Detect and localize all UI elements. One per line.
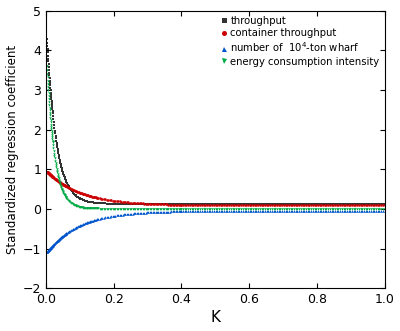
- energy consumption intensity: [45, 79, 50, 83]
- energy consumption intensity: [368, 207, 373, 211]
- throughput: [382, 202, 387, 206]
- Line: container throughput: container throughput: [46, 170, 386, 207]
- energy consumption intensity: [119, 207, 124, 211]
- throughput: [45, 50, 50, 54]
- Legend: throughput, container throughput, number of  $10^4$-ton wharf, energy consumptio: throughput, container throughput, number…: [219, 14, 382, 69]
- number of  $10^4$-ton wharf: [186, 209, 191, 213]
- energy consumption intensity: [382, 207, 387, 211]
- throughput: [119, 202, 124, 206]
- container throughput: [186, 203, 191, 207]
- throughput: [319, 202, 324, 206]
- energy consumption intensity: [186, 207, 191, 211]
- number of  $10^4$-ton wharf: [319, 209, 324, 213]
- container throughput: [45, 170, 50, 174]
- X-axis label: K: K: [210, 310, 220, 325]
- Line: throughput: throughput: [46, 38, 386, 205]
- container throughput: [319, 204, 324, 208]
- number of  $10^4$-ton wharf: [44, 250, 49, 254]
- energy consumption intensity: [64, 195, 68, 199]
- energy consumption intensity: [44, 65, 49, 69]
- number of  $10^4$-ton wharf: [363, 209, 368, 213]
- number of  $10^4$-ton wharf: [45, 249, 50, 253]
- Y-axis label: Standardized regression coefficient: Standardized regression coefficient: [6, 45, 18, 254]
- container throughput: [44, 169, 49, 173]
- throughput: [363, 202, 368, 206]
- container throughput: [64, 184, 68, 188]
- throughput: [186, 202, 191, 206]
- energy consumption intensity: [319, 207, 324, 211]
- energy consumption intensity: [363, 207, 368, 211]
- number of  $10^4$-ton wharf: [119, 213, 124, 217]
- Line: energy consumption intensity: energy consumption intensity: [46, 65, 386, 210]
- throughput: [44, 37, 49, 41]
- throughput: [64, 179, 68, 183]
- number of  $10^4$-ton wharf: [64, 232, 68, 236]
- container throughput: [382, 204, 387, 208]
- number of  $10^4$-ton wharf: [382, 209, 387, 213]
- container throughput: [119, 200, 124, 204]
- container throughput: [363, 204, 368, 208]
- Line: number of  $10^4$-ton wharf: number of $10^4$-ton wharf: [46, 210, 386, 254]
